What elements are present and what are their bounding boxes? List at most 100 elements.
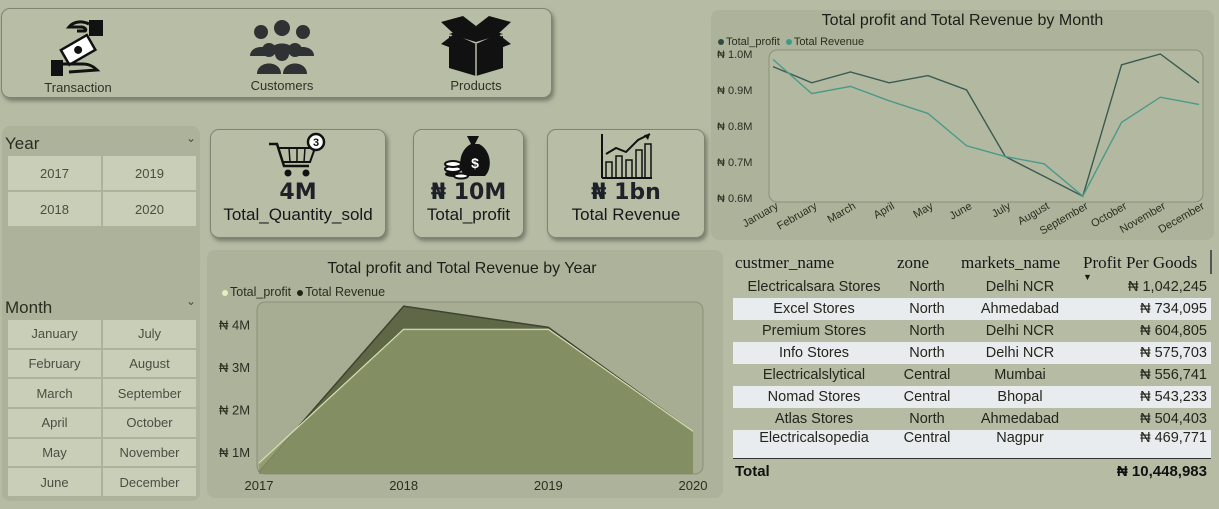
cell-market: Mumbai	[994, 367, 1046, 383]
y-tick-label: ₦ 1M	[219, 445, 250, 460]
month-option[interactable]: October	[103, 408, 196, 437]
x-tick-label: March	[825, 200, 857, 226]
month-chevron-down-icon[interactable]: ⌄	[186, 294, 197, 308]
cell-customer: Electricalslytical	[762, 367, 866, 383]
nav-products[interactable]: Products	[436, 16, 516, 93]
cell-profit: ₦ 575,703	[1081, 342, 1211, 364]
kpi-quantity-value: 4M	[279, 180, 317, 205]
year-option[interactable]: 2019	[103, 156, 196, 190]
y-tick-label: ₦ 2M	[219, 402, 250, 417]
cell-market: Delhi NCR	[985, 323, 1055, 339]
cell-profit: ₦ 1,042,245	[1127, 279, 1207, 295]
series-area-profit-fill	[259, 329, 693, 474]
month-option[interactable]: July	[103, 320, 196, 348]
column-header-customer[interactable]: custmer_name	[735, 253, 835, 272]
month-line-chart[interactable]: ₦ 0.6M₦ 0.7M₦ 0.8M₦ 0.9M₦ 1.0MJanuaryFeb…	[711, 48, 1214, 240]
sort-descending-icon[interactable]: ▼	[1083, 272, 1092, 282]
cell-customer: Atlas Stores	[774, 411, 854, 427]
legend-item-profit[interactable]: Total_profit	[222, 285, 291, 299]
money-hand-icon	[51, 20, 103, 76]
kpi-quantity-label: Total_Quantity_sold	[223, 205, 373, 224]
cell-customer: Info Stores	[733, 342, 895, 364]
kpi-profit-label: Total_profit	[426, 205, 511, 224]
month-option[interactable]: March	[8, 379, 101, 407]
month-slicer-title: Month	[5, 298, 53, 317]
kpi-quantity-card: 3 4M Total_Quantity_sold	[210, 129, 386, 238]
table-row[interactable]: Electricalsopedia Central Nagpur ₦ 469,771	[733, 430, 1211, 459]
shopping-cart-icon: 3	[269, 132, 326, 177]
series-line-revenue	[258, 305, 694, 473]
cell-customer: Nomad Stores	[733, 386, 895, 408]
cell-customer: Electricalsopedia	[733, 430, 895, 459]
kpi-profit-value: ₦ 10M	[430, 180, 507, 205]
column-header-profit[interactable]: Profit Per Goods ▼	[1081, 250, 1211, 282]
table-row[interactable]: Atlas Stores North Ahmedabad ₦ 504,403	[733, 408, 1211, 430]
svg-text:$: $	[471, 155, 479, 171]
legend-label: Total Revenue	[793, 36, 865, 48]
month-plot-area	[768, 49, 1204, 203]
x-tick-label: 2017	[245, 478, 274, 493]
cell-market: Ahmedabad	[959, 298, 1081, 320]
total-value: ₦ 10,448,983	[1081, 458, 1211, 483]
year-chevron-down-icon[interactable]: ⌄	[186, 131, 197, 145]
total-label: Total	[733, 458, 895, 483]
cell-zone: North	[909, 411, 945, 427]
table-row[interactable]: Info Stores North Delhi NCR ₦ 575,703	[733, 342, 1211, 364]
column-header-market[interactable]: markets_name	[961, 253, 1061, 272]
month-option[interactable]: September	[103, 379, 196, 407]
y-tick-label: ₦ 0.7M	[717, 157, 752, 169]
cart-badge: 3	[313, 137, 319, 149]
table-total-row: Total ₦ 10,448,983	[733, 458, 1211, 483]
table-row[interactable]: Electricalslytical Central Mumbai ₦ 556,741	[733, 364, 1211, 386]
year-slicer: 2017 2019 2018 2020	[8, 156, 196, 226]
cell-zone: North	[895, 342, 959, 364]
cell-customer: Electricalsara Stores	[747, 279, 881, 295]
year-option[interactable]: 2017	[8, 156, 101, 190]
month-option[interactable]: November	[103, 438, 196, 467]
kpi-profit-card: $ ₦ 10M Total_profit	[413, 129, 524, 238]
cell-market: Nagpur	[959, 430, 1081, 459]
cell-profit: ₦ 543,233	[1081, 386, 1211, 408]
cell-zone: North	[895, 298, 959, 320]
month-option[interactable]: August	[103, 349, 196, 378]
column-header-zone[interactable]: zone	[897, 253, 930, 272]
series-line-profit	[772, 53, 1200, 198]
month-option[interactable]: January	[8, 320, 101, 348]
nav-products-label: Products	[450, 78, 502, 93]
table-row[interactable]: Nomad Stores Central Bhopal ₦ 543,233	[733, 386, 1211, 408]
month-option[interactable]: December	[103, 468, 196, 496]
x-tick-label: 2019	[534, 478, 563, 493]
legend-item-revenue[interactable]: Total Revenue	[785, 36, 865, 48]
cell-customer: Excel Stores	[733, 298, 895, 320]
year-option[interactable]: 2020	[103, 192, 196, 226]
table-scrollbar[interactable]	[1210, 250, 1212, 274]
cell-zone: North	[909, 323, 945, 339]
cell-profit: ₦ 604,805	[1140, 323, 1207, 339]
x-tick-label: February	[775, 200, 820, 233]
year-area-chart[interactable]: ₦ 1M ₦ 2M ₦ 3M ₦ 4M 2017 2018 2019 2020	[207, 298, 723, 498]
table-row[interactable]: Excel Stores North Ahmedabad ₦ 734,095	[733, 298, 1211, 320]
table-row[interactable]: Electricalsara Stores North Delhi NCR ₦ 1,0…	[733, 276, 1211, 298]
month-option[interactable]: May	[8, 438, 101, 467]
legend-item-revenue[interactable]: Total Revenue	[297, 285, 385, 299]
month-option[interactable]: April	[8, 408, 101, 437]
customer-profit-table: custmer_name zone markets_name Profit Pe…	[733, 250, 1211, 483]
x-tick-label: 2020	[679, 478, 708, 493]
nav-transaction[interactable]: Transaction	[38, 18, 118, 95]
table-row[interactable]: Premium Stores North Delhi NCR ₦ 604,805	[733, 320, 1211, 342]
legend-dot-profit	[718, 39, 724, 45]
month-option[interactable]: February	[8, 349, 101, 378]
cell-zone: Central	[895, 430, 959, 459]
month-option[interactable]: June	[8, 468, 101, 496]
cell-zone: Central	[895, 386, 959, 408]
month-chart-legend: Total_profit Total Revenue	[718, 36, 864, 48]
total-empty-cell	[959, 458, 1081, 483]
kpi-revenue-value: ₦ 1bn	[591, 180, 661, 205]
legend-item-profit[interactable]: Total_profit	[718, 36, 780, 48]
year-option[interactable]: 2018	[8, 192, 101, 226]
nav-customers[interactable]: Customers	[242, 20, 322, 93]
cell-market: Ahmedabad	[980, 411, 1060, 427]
month-slicer: January July February August March Septe…	[8, 320, 196, 496]
cell-profit: ₦ 734,095	[1081, 298, 1211, 320]
